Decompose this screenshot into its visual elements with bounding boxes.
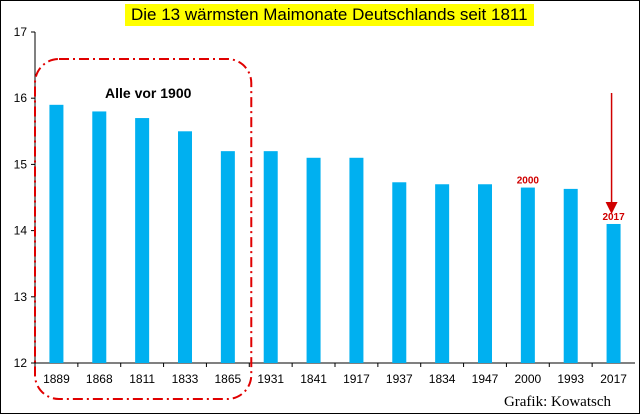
chart-credit: Grafik: Kowatsch xyxy=(503,394,611,410)
bar-1841 xyxy=(306,157,321,363)
x-tick-label: 1834 xyxy=(429,372,456,386)
x-tick-label: 1865 xyxy=(215,372,242,386)
bar-1868 xyxy=(92,111,107,363)
x-tick-label: 1833 xyxy=(172,372,199,386)
bar-1834 xyxy=(435,184,450,363)
x-tick-label: 1993 xyxy=(557,372,584,386)
y-tick-label: 14 xyxy=(14,224,28,238)
x-tick-label: 1947 xyxy=(472,372,499,386)
bar-1811 xyxy=(135,118,150,363)
bar-2017 xyxy=(606,223,621,363)
group-highlight-box xyxy=(34,58,253,400)
group-annotation-label: Alle vor 1900 xyxy=(105,85,192,101)
x-tick-label: 1889 xyxy=(43,372,70,386)
y-tick-label: 15 xyxy=(14,157,28,171)
bar-1993 xyxy=(563,188,578,363)
y-tick-label: 17 xyxy=(14,25,28,39)
x-tick-label: 1931 xyxy=(257,372,284,386)
bar-1889 xyxy=(49,104,64,363)
bar-annotation-2017: 2017 xyxy=(602,212,625,223)
bar-1947 xyxy=(478,184,492,363)
x-tick-label: 1937 xyxy=(386,372,413,386)
bar-annotation-2000: 2000 xyxy=(517,176,540,187)
x-tick-label: 1868 xyxy=(86,372,113,386)
bar-1917 xyxy=(349,157,364,363)
bar-1865 xyxy=(220,151,235,363)
x-tick-label: 1841 xyxy=(300,372,327,386)
bar-2000 xyxy=(520,187,535,363)
x-tick-label: 1917 xyxy=(343,372,370,386)
x-tick-label: 2017 xyxy=(600,372,627,386)
y-tick-label: 12 xyxy=(14,356,28,370)
bar-1937 xyxy=(392,182,407,363)
y-tick-label: 16 xyxy=(14,91,28,105)
x-tick-label: 1811 xyxy=(129,372,155,386)
bar-1931 xyxy=(263,151,278,363)
bar-1833 xyxy=(178,131,192,363)
x-tick-label: 2000 xyxy=(515,372,542,386)
y-tick-label: 13 xyxy=(14,290,28,304)
chart-title: Die 13 wärmsten Maimonate Deutschlands s… xyxy=(125,4,534,26)
